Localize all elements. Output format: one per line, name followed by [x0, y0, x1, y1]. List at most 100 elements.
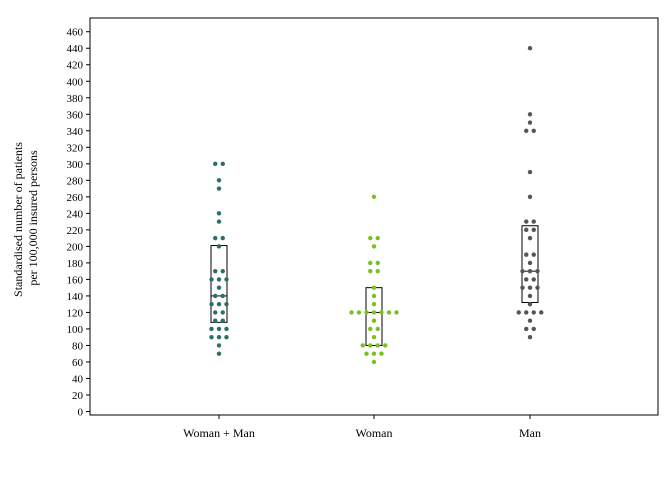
- data-point: [213, 318, 218, 323]
- y-axis: 0 20 40 60 80 100 120 140 160 180 200 220 240 260 280 3…: [67, 27, 90, 419]
- data-point: [527, 334, 533, 340]
- data-point: [379, 310, 384, 315]
- data-point: [224, 277, 229, 282]
- data-point: [535, 268, 540, 274]
- data-point: [371, 194, 377, 200]
- y-axis-title: Standardised number of patients per 100,…: [11, 139, 40, 297]
- y-tick-label: 80: [72, 340, 84, 352]
- data-point: [527, 285, 533, 290]
- y-tick-label: 40: [72, 373, 84, 385]
- data-point: [220, 268, 225, 274]
- data-point: [386, 310, 392, 315]
- data-point: [527, 293, 533, 299]
- data-point: [375, 260, 380, 266]
- data-point: [520, 268, 525, 274]
- data-point: [531, 219, 536, 224]
- y-tick-label: 300: [67, 159, 84, 171]
- data-point: [368, 268, 373, 274]
- data-point: [216, 301, 222, 307]
- data-point: [224, 326, 229, 332]
- data-point: [527, 268, 533, 274]
- data-point: [379, 351, 384, 356]
- x-tick-label: Woman: [355, 426, 392, 440]
- data-point: [349, 310, 354, 315]
- data-point: [527, 301, 533, 307]
- data-point: [524, 219, 529, 224]
- data-point: [220, 235, 225, 241]
- data-point: [516, 310, 521, 315]
- data-point: [220, 161, 225, 167]
- data-point: [371, 301, 377, 307]
- data-point: [216, 334, 222, 340]
- data-point: [371, 285, 377, 290]
- y-tick-label: 440: [67, 43, 84, 55]
- y-tick-label: 240: [67, 208, 84, 220]
- y-tick-label: 420: [67, 60, 84, 72]
- data-point: [216, 178, 222, 183]
- data-point: [375, 235, 380, 241]
- y-axis-title-line-2: per 100,000 insured persons: [26, 150, 40, 286]
- y-tick-label: 140: [67, 291, 84, 303]
- data-point: [368, 235, 373, 241]
- y-tick-label: 380: [67, 93, 84, 105]
- data-point: [383, 343, 388, 348]
- y-tick-label: 340: [67, 126, 84, 138]
- y-tick-label: 260: [67, 192, 84, 204]
- data-point: [524, 128, 529, 133]
- data-point: [531, 326, 536, 332]
- data-point: [216, 285, 222, 290]
- data-point: [368, 343, 373, 348]
- y-tick-label: 200: [67, 241, 84, 253]
- box: [210, 245, 228, 323]
- data-point: [368, 260, 373, 266]
- data-point: [527, 194, 533, 200]
- data-point: [531, 277, 536, 282]
- data-point: [216, 343, 222, 348]
- data-point: [527, 235, 533, 241]
- data-point: [524, 326, 529, 332]
- data-point: [524, 277, 529, 282]
- data-point: [527, 120, 533, 125]
- data-point: [375, 343, 380, 348]
- data-point: [209, 326, 214, 332]
- data-point: [209, 334, 214, 340]
- data-point: [213, 310, 218, 315]
- data-point: [360, 343, 365, 348]
- y-axis-title-line-1: Standardised number of patients: [11, 142, 25, 297]
- data-point: [364, 310, 369, 315]
- data-point: [224, 301, 229, 307]
- y-tick-label: 360: [67, 109, 84, 121]
- data-point: [539, 310, 544, 315]
- data-point: [216, 277, 222, 282]
- x-axis: Woman + Man Woman Man: [183, 415, 541, 440]
- data-point: [531, 252, 536, 257]
- data-point: [209, 301, 214, 307]
- data-point: [527, 46, 533, 51]
- y-tick-label: 160: [67, 274, 84, 286]
- data-point: [531, 310, 536, 315]
- data-point: [524, 227, 529, 233]
- data-point: [220, 293, 225, 299]
- data-point: [213, 235, 218, 241]
- data-point: [364, 351, 369, 356]
- points: [209, 46, 544, 365]
- data-point: [375, 326, 380, 332]
- data-point: [371, 293, 377, 299]
- data-point: [216, 211, 222, 216]
- data-point: [531, 128, 536, 133]
- data-point: [527, 169, 533, 175]
- data-point: [216, 351, 222, 356]
- data-point: [213, 268, 218, 274]
- data-point: [213, 161, 218, 167]
- data-point: [209, 277, 214, 282]
- y-tick-label: 320: [67, 142, 84, 154]
- x-tick-label: Woman + Man: [183, 426, 255, 440]
- data-point: [520, 285, 525, 290]
- data-point: [394, 310, 399, 315]
- data-point: [216, 219, 222, 224]
- y-tick-label: 100: [67, 324, 84, 336]
- data-point: [371, 310, 377, 315]
- data-point: [371, 244, 377, 249]
- data-point: [527, 112, 533, 117]
- data-point: [356, 310, 362, 315]
